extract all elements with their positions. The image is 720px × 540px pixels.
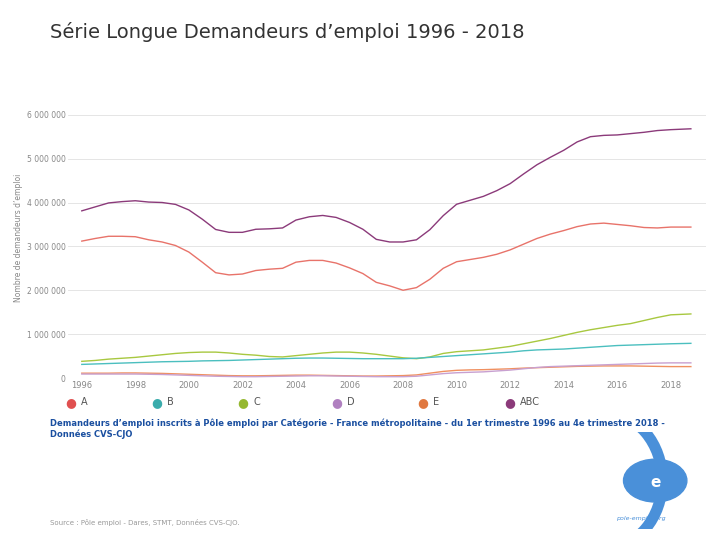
Text: pole-emploi.org: pole-emploi.org <box>616 516 665 522</box>
Text: ●: ● <box>65 396 76 409</box>
Text: D: D <box>347 397 355 407</box>
Text: ●: ● <box>418 396 428 409</box>
Text: E: E <box>433 397 440 407</box>
Text: ●: ● <box>151 396 162 409</box>
Text: ●: ● <box>504 396 515 409</box>
Text: ●: ● <box>331 396 342 409</box>
Text: C: C <box>253 397 260 407</box>
Text: ●: ● <box>238 396 248 409</box>
Text: Série Longue Demandeurs d’emploi 1996 - 2018: Série Longue Demandeurs d’emploi 1996 - … <box>50 22 525 42</box>
Text: A: A <box>81 397 87 407</box>
Text: Demandeurs d’emploi inscrits à Pôle emploi par Catégorie - France métropolitaine: Demandeurs d’emploi inscrits à Pôle empl… <box>50 418 665 439</box>
Text: Source : Pôle emploi - Dares, STMT, Données CVS-CJO.: Source : Pôle emploi - Dares, STMT, Donn… <box>50 519 240 526</box>
Text: e: e <box>650 475 660 490</box>
Circle shape <box>624 459 687 502</box>
Text: ABC: ABC <box>520 397 540 407</box>
Y-axis label: Nombre de demandeurs d’emploi: Nombre de demandeurs d’emploi <box>14 173 22 302</box>
Text: B: B <box>167 397 174 407</box>
